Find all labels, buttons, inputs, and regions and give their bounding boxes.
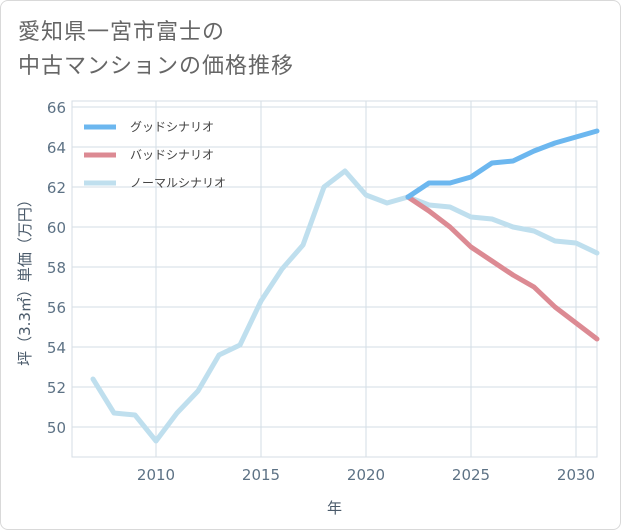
series-line	[405, 194, 600, 342]
y-tick-labels: 50 52 54 56 58 60 62 64 66	[47, 99, 66, 437]
plot-area	[71, 100, 598, 458]
y-tick-label: 66	[47, 99, 66, 117]
axes	[71, 100, 598, 458]
legend-label: バッドシナリオ	[130, 148, 214, 162]
y-tick-label: 58	[47, 259, 66, 277]
series-lines	[90, 128, 600, 444]
series-line	[90, 168, 600, 444]
x-tick-label: 2030	[557, 466, 595, 484]
series-line	[405, 128, 600, 200]
chart-title-line-2: 中古マンションの価格推移	[18, 54, 295, 79]
x-tick-label: 2025	[452, 466, 490, 484]
chart-title: 愛知県一宮市富士の 中古マンションの価格推移	[18, 16, 294, 84]
y-tick-label: 56	[47, 299, 66, 317]
x-tick-label: 2010	[137, 466, 175, 484]
y-tick-label: 52	[47, 379, 66, 397]
y-tick-label: 64	[47, 139, 66, 157]
legend-label: ノーマルシナリオ	[130, 176, 226, 190]
x-tick-labels: 2010 2015 2020 2025 2030	[137, 466, 595, 484]
grid	[72, 101, 597, 457]
y-tick-label: 50	[47, 419, 66, 437]
legend-label: グッドシナリオ	[130, 120, 214, 134]
x-tick-label: 2015	[242, 466, 280, 484]
x-tick-label: 2020	[347, 466, 385, 484]
x-axis-title: 年	[327, 499, 342, 517]
y-tick-label: 60	[47, 219, 66, 237]
chart-title-line-1: 愛知県一宮市富士の	[18, 20, 226, 45]
y-tick-label: 62	[47, 179, 66, 197]
y-tick-label: 54	[47, 339, 66, 357]
y-axis-title: 坪（3.3㎡）単価（万円）	[16, 192, 34, 366]
